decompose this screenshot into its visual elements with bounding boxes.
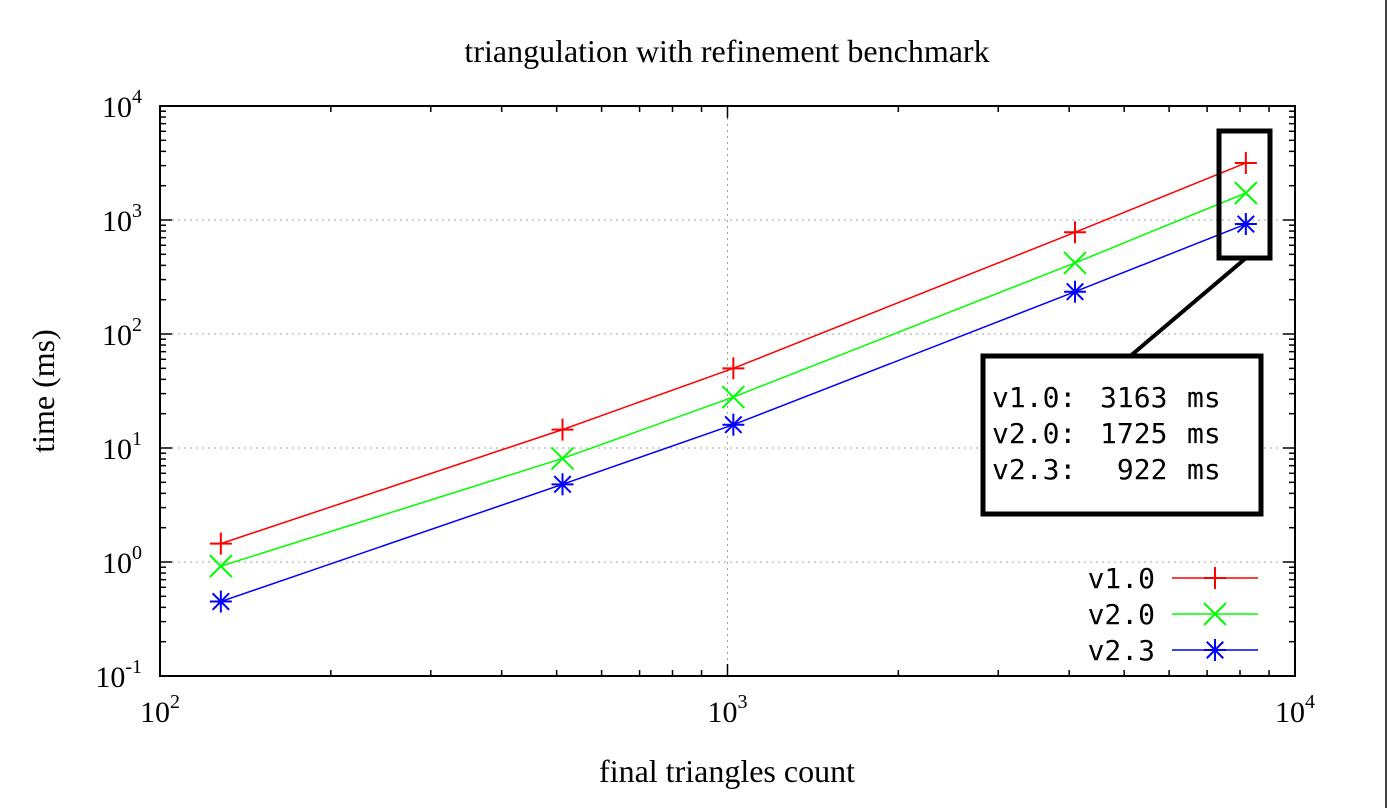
data-point [1234, 213, 1257, 236]
highlight-box-group [1126, 128, 1273, 360]
y-tick-label: 104 [102, 86, 142, 124]
x-axis-label: final triangles count [599, 753, 855, 789]
data-point [209, 554, 233, 578]
series-layer [209, 151, 1258, 613]
legend: v1.0v2.0v2.3 [1088, 562, 1258, 667]
y-tick-label: 103 [102, 200, 142, 238]
annotation-line: v2.3: 922 ms [992, 453, 1221, 486]
x-tick-label: 104 [1275, 691, 1315, 729]
data-point [722, 413, 745, 436]
y-tick-label: 101 [102, 428, 142, 466]
x-tick-label: 103 [708, 691, 748, 729]
chart-title: triangulation with refinement benchmark [464, 33, 989, 69]
annotation-line: v2.0: 1725 ms [992, 417, 1221, 450]
y-tick-label: 100 [102, 542, 142, 580]
series-v2-0 [209, 181, 1258, 578]
legend-marker [1204, 639, 1226, 661]
callout-line [1126, 256, 1248, 360]
data-point [1064, 221, 1087, 244]
annotation-frame [980, 353, 1264, 517]
data-point [1234, 181, 1258, 205]
plot-frame [159, 105, 1296, 677]
window-edge [1385, 0, 1387, 808]
legend-label: v2.0 [1088, 598, 1155, 631]
y-tick-labels: 10-1 100 101 102 103 104 [95, 86, 142, 694]
series-v2-3 [209, 213, 1257, 613]
data-point [551, 473, 574, 496]
annotation-line: v1.0: 3163 ms [992, 381, 1221, 414]
data-point [550, 446, 575, 471]
legend-label: v1.0 [1088, 562, 1155, 595]
legend-marker [1203, 602, 1227, 626]
series-v1-0 [209, 151, 1257, 555]
y-tick-label: 102 [102, 314, 142, 352]
y-axis-label: time (ms) [25, 329, 61, 453]
data-point [722, 357, 745, 380]
data-point [1064, 280, 1087, 303]
data-point [1234, 151, 1257, 174]
data-point [1063, 251, 1087, 275]
legend-label: v2.3 [1088, 634, 1155, 667]
legend-marker [1204, 567, 1226, 589]
x-tick-labels: 102 103 104 [140, 691, 1315, 729]
data-point [209, 532, 232, 555]
data-point [209, 590, 232, 613]
grid-lines [160, 106, 1295, 676]
data-point [721, 385, 746, 409]
y-tick-label: 10-1 [95, 656, 142, 694]
data-point [551, 418, 574, 441]
x-tick-label: 102 [140, 691, 180, 729]
